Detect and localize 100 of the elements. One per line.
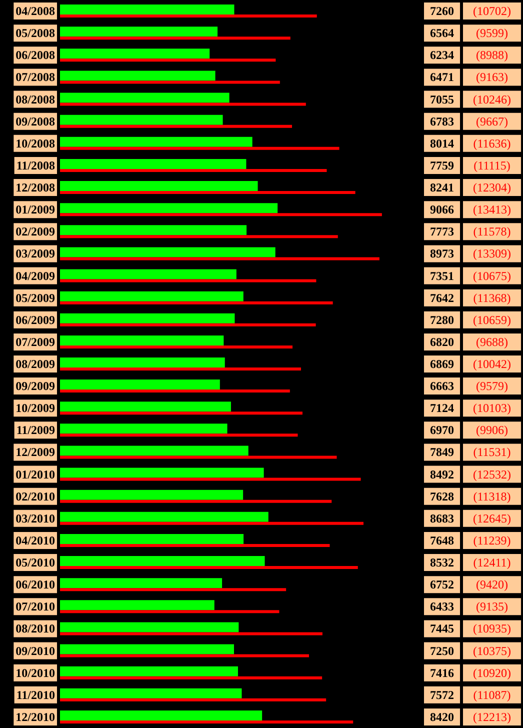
data-label: 6869 <box>430 357 454 371</box>
data-label: 9066 <box>430 202 454 217</box>
bar <box>60 136 252 147</box>
bar <box>60 566 358 570</box>
y-tick-label: 03/2010 <box>16 511 55 526</box>
data-label: 8241 <box>430 180 454 195</box>
bar <box>60 512 268 522</box>
bar <box>60 257 380 260</box>
data-label: (10659) <box>473 312 511 327</box>
y-tick-label: 05/2009 <box>16 290 55 305</box>
y-tick-label: 07/2010 <box>16 600 55 614</box>
data-label: 7416 <box>430 666 454 680</box>
data-label: (9688) <box>476 334 508 349</box>
data-label: (8988) <box>476 48 508 62</box>
data-label: (11368) <box>473 290 511 305</box>
bar <box>60 4 234 15</box>
bar <box>60 358 225 368</box>
bar <box>60 26 218 37</box>
y-tick-label: 07/2009 <box>16 334 55 349</box>
data-label: (10103) <box>473 401 511 416</box>
y-tick-label: 09/2008 <box>16 114 55 128</box>
data-label: (12304) <box>473 180 511 195</box>
bar <box>60 676 322 680</box>
bar <box>60 600 214 610</box>
y-tick-label: 04/2010 <box>16 533 55 548</box>
data-label: 6471 <box>430 70 454 84</box>
bar <box>60 698 326 702</box>
bar <box>60 412 302 415</box>
data-label: (13413) <box>473 202 511 217</box>
y-tick-label: 11/2010 <box>16 688 55 702</box>
y-tick-label: 12/2009 <box>16 445 55 460</box>
data-label: (11578) <box>473 224 511 239</box>
data-label: (12645) <box>473 511 511 526</box>
bar <box>60 500 332 503</box>
data-label: (12411) <box>473 556 511 570</box>
bar <box>60 522 364 525</box>
bar <box>60 323 316 326</box>
data-label: 8014 <box>430 136 454 150</box>
data-label: 8973 <box>430 246 454 261</box>
bar <box>60 434 298 437</box>
y-tick-label: 08/2008 <box>16 92 55 106</box>
bar <box>60 666 238 676</box>
data-label: 6564 <box>430 26 454 40</box>
y-tick-label: 06/2010 <box>16 578 55 592</box>
bar <box>60 610 280 614</box>
y-tick-label: 11/2009 <box>16 423 55 438</box>
data-label: (10246) <box>473 92 511 106</box>
y-tick-label: 06/2008 <box>16 48 55 62</box>
bar <box>60 424 228 434</box>
y-tick-label: 12/2010 <box>16 710 55 724</box>
bar <box>60 92 230 103</box>
data-label: (10375) <box>473 644 511 658</box>
data-label: 6234 <box>430 48 454 62</box>
data-label: (9906) <box>476 423 508 438</box>
data-label: 6433 <box>430 600 454 614</box>
data-label: 7648 <box>430 533 454 548</box>
data-label: 6783 <box>430 114 454 128</box>
bar <box>60 168 327 172</box>
bar <box>60 490 244 500</box>
y-tick-label: 03/2009 <box>16 246 55 261</box>
data-label: (12213) <box>473 710 511 724</box>
y-tick-label: 07/2008 <box>16 70 55 84</box>
y-tick-label: 04/2008 <box>16 4 55 18</box>
bar <box>60 456 337 459</box>
bar <box>60 402 231 412</box>
data-label: 7351 <box>430 268 454 283</box>
y-tick-label: 10/2009 <box>16 401 55 416</box>
bar <box>60 544 330 547</box>
bar <box>60 578 222 588</box>
data-label: 7759 <box>430 158 454 172</box>
y-tick-label: 04/2009 <box>16 268 55 283</box>
bar <box>60 390 290 393</box>
bar <box>60 588 286 592</box>
y-tick-label: 11/2008 <box>16 158 55 172</box>
bar <box>60 688 242 698</box>
bar <box>60 158 246 169</box>
bar <box>60 313 235 324</box>
bar <box>60 622 239 632</box>
data-label: (10675) <box>473 268 511 283</box>
data-label: (9579) <box>476 379 508 394</box>
data-label: 8420 <box>430 710 454 724</box>
y-tick-label: 05/2008 <box>16 26 55 40</box>
y-tick-label: 06/2009 <box>16 312 55 327</box>
data-label: 7642 <box>430 290 454 305</box>
data-label: 7260 <box>430 4 454 18</box>
data-label: 6970 <box>430 423 454 438</box>
data-label: 7124 <box>430 401 454 416</box>
data-label: (11318) <box>473 489 511 504</box>
y-tick-label: 08/2009 <box>16 357 55 371</box>
y-tick-label: 10/2010 <box>16 666 55 680</box>
bar <box>60 203 278 214</box>
y-tick-label: 05/2010 <box>16 556 55 570</box>
data-label: 8532 <box>430 556 454 570</box>
bar <box>60 146 340 150</box>
bar <box>60 301 333 304</box>
data-label: (9420) <box>476 578 508 592</box>
data-label: 8492 <box>430 467 454 482</box>
bar <box>60 446 248 456</box>
y-tick-label: 01/2010 <box>16 467 55 482</box>
data-label: 7849 <box>430 445 454 460</box>
